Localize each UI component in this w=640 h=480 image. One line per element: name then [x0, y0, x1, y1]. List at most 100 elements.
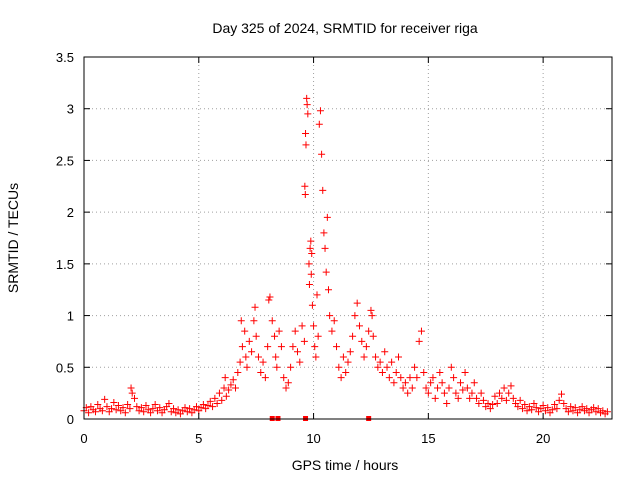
data-point	[528, 406, 536, 414]
data-point	[220, 384, 228, 392]
data-point	[523, 407, 531, 415]
data-point	[254, 353, 262, 361]
data-point	[304, 110, 312, 118]
data-point	[268, 317, 276, 325]
data-point	[507, 382, 515, 390]
data-point	[156, 404, 164, 412]
data-point	[94, 401, 102, 409]
data-point	[289, 343, 297, 351]
data-point	[103, 403, 111, 411]
plot-frame	[83, 56, 613, 420]
data-point	[555, 396, 563, 404]
data-point	[484, 399, 492, 407]
data-point	[479, 396, 487, 404]
data-point	[252, 332, 260, 340]
data-point	[417, 327, 425, 335]
data-point	[365, 327, 373, 335]
data-point	[137, 404, 145, 412]
data-point	[335, 363, 343, 371]
y-axis-ticks: 0 0.5 1 1.5 2 2.5 3 3.5	[56, 50, 612, 427]
data-point	[376, 358, 384, 366]
data-point	[367, 306, 375, 314]
data-point	[271, 332, 279, 340]
data-point	[326, 312, 334, 320]
data-point	[259, 358, 267, 366]
data-point	[242, 353, 250, 361]
data-point	[346, 348, 354, 356]
data-point	[500, 384, 508, 392]
data-point	[473, 394, 481, 402]
data-point	[108, 405, 116, 413]
data-point	[461, 368, 469, 376]
data-point	[544, 404, 552, 412]
data-point	[98, 407, 106, 415]
data-point	[128, 389, 136, 397]
data-point	[199, 401, 207, 409]
data-point	[293, 348, 301, 356]
data-point	[170, 405, 178, 413]
data-point	[583, 405, 591, 413]
data-point	[229, 376, 237, 384]
data-point	[491, 392, 499, 400]
data-point	[360, 353, 368, 361]
data-point	[221, 374, 229, 382]
data-point	[466, 394, 474, 402]
data-point	[112, 406, 120, 414]
data-point	[209, 403, 217, 411]
data-point	[280, 374, 288, 382]
data-series	[80, 94, 611, 418]
data-point	[454, 394, 462, 402]
grid	[84, 57, 612, 419]
data-point	[287, 363, 295, 371]
data-point	[322, 268, 330, 276]
data-point	[318, 150, 326, 158]
data-point	[553, 405, 561, 413]
y-tick-label: 0.5	[56, 360, 74, 375]
data-point	[447, 363, 455, 371]
y-tick-label: 2.5	[56, 153, 74, 168]
data-point	[284, 379, 292, 387]
data-point	[486, 405, 494, 413]
data-point	[324, 286, 332, 294]
data-point	[390, 379, 398, 387]
data-point	[204, 402, 212, 410]
data-point	[321, 244, 329, 252]
data-point	[578, 403, 586, 411]
data-point	[404, 389, 412, 397]
data-point	[502, 396, 510, 404]
data-point	[456, 379, 464, 387]
y-tick-label: 1	[67, 309, 74, 324]
data-point	[349, 332, 357, 340]
data-point	[392, 368, 400, 376]
data-point	[408, 384, 416, 392]
data-point	[119, 404, 127, 412]
data-point	[227, 381, 235, 389]
data-point	[320, 229, 328, 237]
data-point	[438, 379, 446, 387]
data-point	[312, 353, 320, 361]
x-tick-label: 5	[195, 431, 202, 446]
data-point	[272, 353, 280, 361]
data-point	[358, 337, 366, 345]
data-point	[149, 405, 157, 413]
data-point	[218, 396, 226, 404]
data-point	[234, 368, 242, 376]
data-point	[344, 358, 352, 366]
data-point	[401, 379, 409, 387]
y-tick-label: 0	[67, 412, 74, 427]
data-point	[395, 353, 403, 361]
data-point	[351, 312, 359, 320]
data-point	[381, 348, 389, 356]
data-point	[459, 386, 467, 394]
data-point	[232, 384, 240, 392]
data-point	[551, 401, 559, 409]
data-point	[362, 343, 370, 351]
data-point	[291, 327, 299, 335]
data-point	[142, 402, 150, 410]
data-point	[342, 368, 350, 376]
data-point	[590, 404, 598, 412]
data-point	[151, 401, 159, 409]
data-point	[307, 237, 315, 245]
data-point	[275, 327, 283, 335]
data-point	[225, 386, 233, 394]
